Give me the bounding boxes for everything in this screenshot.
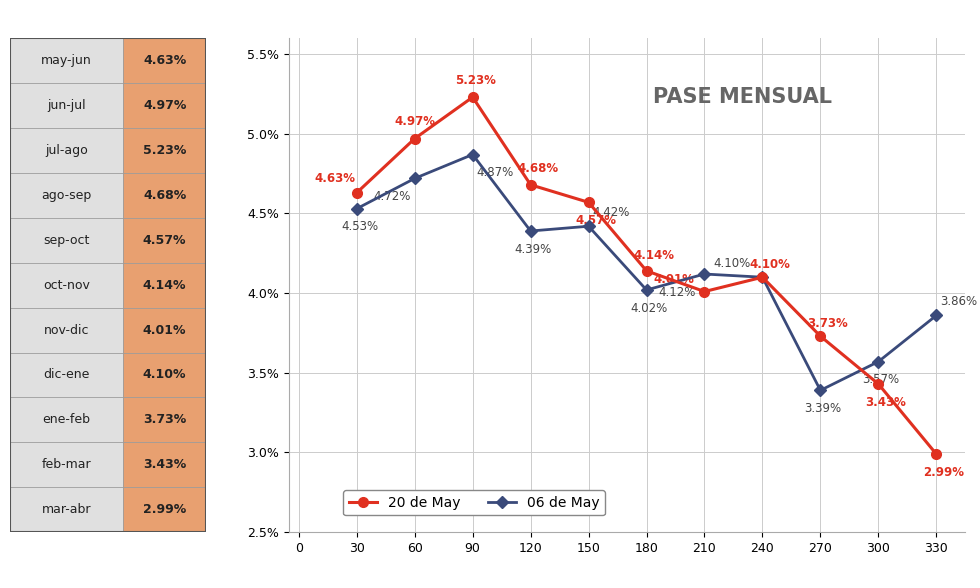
Text: PASE MENSUAL: PASE MENSUAL bbox=[653, 88, 832, 108]
Text: 4.68%: 4.68% bbox=[143, 189, 186, 202]
Text: 3.43%: 3.43% bbox=[143, 458, 186, 472]
Text: 4.57%: 4.57% bbox=[575, 214, 616, 227]
Text: 4.63%: 4.63% bbox=[314, 172, 355, 185]
Text: nov-dic: nov-dic bbox=[44, 323, 89, 336]
Bar bbox=[10, 308, 123, 353]
Bar bbox=[123, 487, 206, 532]
Text: mar-abr: mar-abr bbox=[42, 503, 91, 516]
Text: 4.87%: 4.87% bbox=[476, 166, 514, 179]
Bar bbox=[10, 83, 123, 128]
Bar bbox=[123, 308, 206, 353]
Bar bbox=[10, 487, 123, 532]
Text: 2.99%: 2.99% bbox=[923, 466, 963, 479]
Bar bbox=[10, 128, 123, 173]
Text: jul-ago: jul-ago bbox=[45, 144, 88, 157]
Bar bbox=[10, 263, 123, 308]
Bar bbox=[123, 38, 206, 83]
Text: 4.10%: 4.10% bbox=[749, 258, 790, 271]
Text: 4.02%: 4.02% bbox=[631, 302, 668, 315]
Bar bbox=[123, 128, 206, 173]
Text: 3.43%: 3.43% bbox=[865, 396, 906, 409]
Legend: 20 de May, 06 de May: 20 de May, 06 de May bbox=[343, 490, 606, 515]
Bar bbox=[10, 442, 123, 487]
Text: 4.72%: 4.72% bbox=[373, 190, 412, 203]
Text: 5.23%: 5.23% bbox=[455, 74, 496, 87]
Text: 4.10%: 4.10% bbox=[143, 369, 186, 382]
Bar bbox=[10, 173, 123, 218]
Text: 3.73%: 3.73% bbox=[807, 317, 848, 330]
Text: 4.14%: 4.14% bbox=[633, 249, 674, 262]
Text: 4.39%: 4.39% bbox=[514, 243, 552, 256]
Text: 4.12%: 4.12% bbox=[658, 286, 696, 299]
Text: 2.99%: 2.99% bbox=[143, 503, 186, 516]
Text: 4.01%: 4.01% bbox=[143, 323, 186, 336]
Text: 4.57%: 4.57% bbox=[143, 234, 186, 247]
Text: ene-feb: ene-feb bbox=[43, 413, 90, 426]
Bar bbox=[123, 263, 206, 308]
Text: 3.73%: 3.73% bbox=[143, 413, 186, 426]
Text: sep-oct: sep-oct bbox=[43, 234, 90, 247]
Bar bbox=[123, 397, 206, 442]
Text: jun-jul: jun-jul bbox=[47, 99, 86, 112]
Text: 3.57%: 3.57% bbox=[862, 373, 900, 386]
Text: feb-mar: feb-mar bbox=[42, 458, 91, 472]
Text: may-jun: may-jun bbox=[41, 54, 92, 67]
Text: 4.53%: 4.53% bbox=[341, 220, 378, 233]
Text: 3.86%: 3.86% bbox=[940, 295, 977, 308]
Bar bbox=[10, 397, 123, 442]
Text: 4.14%: 4.14% bbox=[143, 279, 186, 292]
Bar bbox=[10, 218, 123, 263]
Bar bbox=[123, 83, 206, 128]
Bar bbox=[123, 442, 206, 487]
Bar bbox=[123, 353, 206, 397]
Text: 4.68%: 4.68% bbox=[517, 162, 558, 175]
Text: dic-ene: dic-ene bbox=[43, 369, 90, 382]
Text: 4.01%: 4.01% bbox=[654, 273, 695, 286]
Bar bbox=[123, 173, 206, 218]
Bar bbox=[10, 38, 123, 83]
Text: 4.10%: 4.10% bbox=[713, 257, 751, 270]
Bar bbox=[10, 353, 123, 397]
Text: ago-sep: ago-sep bbox=[41, 189, 92, 202]
Bar bbox=[123, 218, 206, 263]
Text: 5.23%: 5.23% bbox=[143, 144, 186, 157]
Text: 4.63%: 4.63% bbox=[143, 54, 186, 67]
Text: oct-nov: oct-nov bbox=[43, 279, 90, 292]
Text: 4.42%: 4.42% bbox=[592, 206, 629, 219]
Text: 4.97%: 4.97% bbox=[394, 115, 435, 128]
Text: 4.97%: 4.97% bbox=[143, 99, 186, 112]
Text: 3.39%: 3.39% bbox=[805, 402, 842, 415]
